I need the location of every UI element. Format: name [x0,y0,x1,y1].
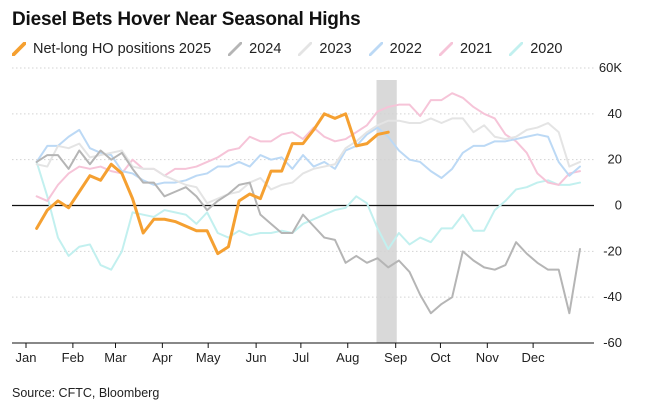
x-tick-label: Jul [293,350,310,365]
legend-label: 2024 [249,41,282,57]
y-tick-label: 40 [608,106,622,121]
x-tick-label: Jan [16,350,37,365]
highlight-band [376,80,397,343]
legend-label: 2022 [389,41,422,57]
y-tick-label: -60 [603,335,622,350]
legend-swatch [298,42,313,56]
x-tick-label: Sep [384,350,407,365]
x-tick-label: Dec [522,350,546,365]
legend-swatch [438,42,453,56]
x-tick-label: May [196,350,221,365]
legend-item: 2021 [438,41,493,57]
x-tick-label: Apr [152,350,173,365]
legend-swatch [368,42,383,56]
x-tick-label: Nov [476,350,500,365]
y-tick-label: -40 [603,289,622,304]
legend-item: 2023 [298,41,352,57]
highlight-band-layer [376,80,397,343]
y-tick-label: 20 [608,152,622,167]
series-line-2 [35,126,581,186]
legend-swatch [12,42,26,56]
y-tick-label: 60K [599,60,622,75]
series-line-4 [35,149,581,315]
x-tick-label: Mar [104,350,127,365]
y-tick-label: 0 [615,198,622,213]
y-tick-labels: 60K 40 20 0 -20 -40 -60 [599,60,622,350]
series-layer [35,92,581,315]
legend-swatch [509,42,524,56]
legend-item: 2024 [228,41,281,57]
x-tick-label: Aug [336,350,359,365]
series-line-3 [35,117,581,205]
line-chart: 60K 40 20 0 -20 -40 -60 Jan Feb Mar Apr May Jun Jul A… [12,60,622,365]
chart-title: Diesel Bets Hover Near Seasonal Highs [12,9,361,30]
legend-label: 2023 [319,41,352,57]
x-tick-label: Feb [62,350,84,365]
legend-label: Net-long HO positions 2025 [33,41,212,57]
legend-label: 2021 [459,41,493,57]
legend-item: 2020 [509,41,562,57]
x-axis-layer: Jan Feb Mar Apr May Jun Jul Aug Sep Oct Nov Dec [12,342,594,365]
legend-item: Net-long HO positions 2025 [12,41,211,57]
y-tick-label: -20 [603,243,622,258]
chart-legend: Net-long HO positions 2025 2024 2023 2022 20… [12,41,579,57]
series-line-0 [35,160,581,271]
source-note: Source: CFTC, Bloomberg [12,386,160,400]
series-line-5 [35,112,390,256]
series-line-1 [35,92,581,202]
legend-swatch [228,42,243,56]
legend-label: 2020 [530,41,563,57]
x-tick-label: Jun [246,350,267,365]
x-tick-label: Oct [430,350,451,365]
legend-item: 2022 [368,41,422,57]
